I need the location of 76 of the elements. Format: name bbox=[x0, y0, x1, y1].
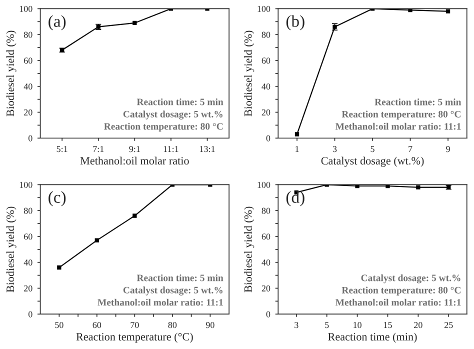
y-axis-title: Biodiesel yield (%) bbox=[244, 30, 254, 116]
x-tick-label: 80 bbox=[168, 322, 177, 328]
x-tick-label: 5:1 bbox=[56, 146, 68, 152]
annotation: Reaction time: 5 min bbox=[136, 274, 224, 282]
annotation: Catalyst dosage: 5 wt.% bbox=[123, 110, 222, 120]
y-tick-label: 0 bbox=[266, 311, 270, 318]
annotation: Methanol:oil molar ratio: 11:1 bbox=[335, 298, 461, 306]
x-tick-label: 7 bbox=[408, 146, 412, 152]
y-tick-label: 60 bbox=[262, 234, 270, 240]
y-tick-label: 100 bbox=[258, 182, 270, 188]
x-tick-label: 1 bbox=[296, 146, 299, 152]
y-tick-label: 60 bbox=[24, 58, 32, 64]
x-tick-label: 20 bbox=[414, 322, 422, 328]
y-tick-label: 40 bbox=[24, 83, 32, 90]
annotation: Reaction temperature: 80 °C bbox=[104, 122, 223, 132]
annotation: Catalyst dosage: 5 wt.% bbox=[123, 286, 222, 296]
x-axis-title: Catalyst dosage (wt.%) bbox=[321, 156, 424, 167]
annotation: (b) bbox=[286, 15, 304, 30]
y-tick-label: 20 bbox=[262, 109, 270, 116]
x-tick-label: 15 bbox=[384, 322, 392, 328]
x-axis-title: Methanol:oil molar ratio bbox=[80, 156, 189, 165]
x-tick-label: 70 bbox=[130, 322, 139, 328]
point bbox=[132, 20, 137, 26]
y-tick-label: 80 bbox=[24, 32, 32, 38]
y-axis-title: Biodiesel yield (%) bbox=[244, 206, 254, 292]
y-tick-label: 20 bbox=[24, 109, 32, 116]
x-tick-label: 5 bbox=[370, 146, 374, 152]
y-tick-label: 0 bbox=[28, 311, 32, 318]
x-axis-title: Reaction time (min) bbox=[328, 332, 417, 343]
x-tick-label: 50 bbox=[55, 322, 64, 328]
annotation: (c) bbox=[48, 191, 66, 206]
point bbox=[57, 265, 62, 270]
annotation: Methanol:oil molar ratio: 11:1 bbox=[98, 298, 223, 306]
x-tick-label: 3 bbox=[332, 146, 337, 152]
point bbox=[132, 214, 137, 218]
x-tick-label: 5 bbox=[325, 322, 329, 328]
y-tick-label: 60 bbox=[24, 234, 32, 240]
y-tick-label: 20 bbox=[262, 285, 270, 292]
x-tick-label: 3 bbox=[294, 322, 298, 328]
annotation: (a) bbox=[48, 15, 66, 30]
annotation: Reaction temperature: 80 °C bbox=[342, 110, 460, 120]
y-tick-label: 0 bbox=[266, 135, 270, 142]
y-axis-title: Biodiesel yield (%) bbox=[6, 206, 16, 292]
point bbox=[294, 132, 300, 136]
annotation: Reaction time: 5 min bbox=[136, 98, 224, 106]
x-tick-label: 11:1 bbox=[164, 146, 178, 152]
annotation: Reaction temperature: 80 °C bbox=[342, 286, 460, 296]
y-tick-label: 80 bbox=[24, 208, 32, 214]
annotation: Reaction time: 5 min bbox=[374, 98, 462, 106]
y-tick-label: 100 bbox=[258, 6, 270, 12]
y-tick-label: 80 bbox=[262, 208, 270, 214]
x-tick-label: 10 bbox=[354, 322, 362, 328]
y-tick-label: 0 bbox=[28, 135, 32, 142]
y-tick-label: 100 bbox=[20, 6, 32, 12]
x-tick-label: 60 bbox=[92, 322, 102, 328]
point bbox=[446, 9, 450, 14]
x-tick-label: 9:1 bbox=[129, 146, 140, 152]
x-axis-title: Reaction temperature (°C) bbox=[76, 332, 193, 343]
y-axis-title: Biodiesel yield (%) bbox=[6, 30, 16, 116]
y-tick-label: 20 bbox=[24, 285, 32, 292]
y-tick-label: 100 bbox=[20, 182, 32, 188]
point bbox=[94, 238, 99, 242]
x-tick-label: 7:1 bbox=[93, 146, 104, 152]
x-tick-label: 25 bbox=[444, 322, 453, 328]
point bbox=[408, 8, 412, 12]
annotation: Catalyst dosage: 5 wt.% bbox=[361, 274, 460, 284]
annotation: Methanol:oil molar ratio: 11:1 bbox=[335, 122, 461, 130]
annotation: (d) bbox=[286, 191, 304, 206]
x-tick-label: 90 bbox=[206, 322, 214, 328]
y-tick-label: 40 bbox=[262, 83, 270, 90]
x-tick-label: 9 bbox=[446, 146, 450, 152]
y-tick-label: 40 bbox=[262, 259, 270, 266]
y-tick-label: 40 bbox=[24, 259, 32, 266]
y-tick-label: 80 bbox=[262, 32, 270, 38]
y-tick-label: 60 bbox=[262, 58, 270, 64]
x-tick-label: 13:1 bbox=[200, 146, 215, 152]
